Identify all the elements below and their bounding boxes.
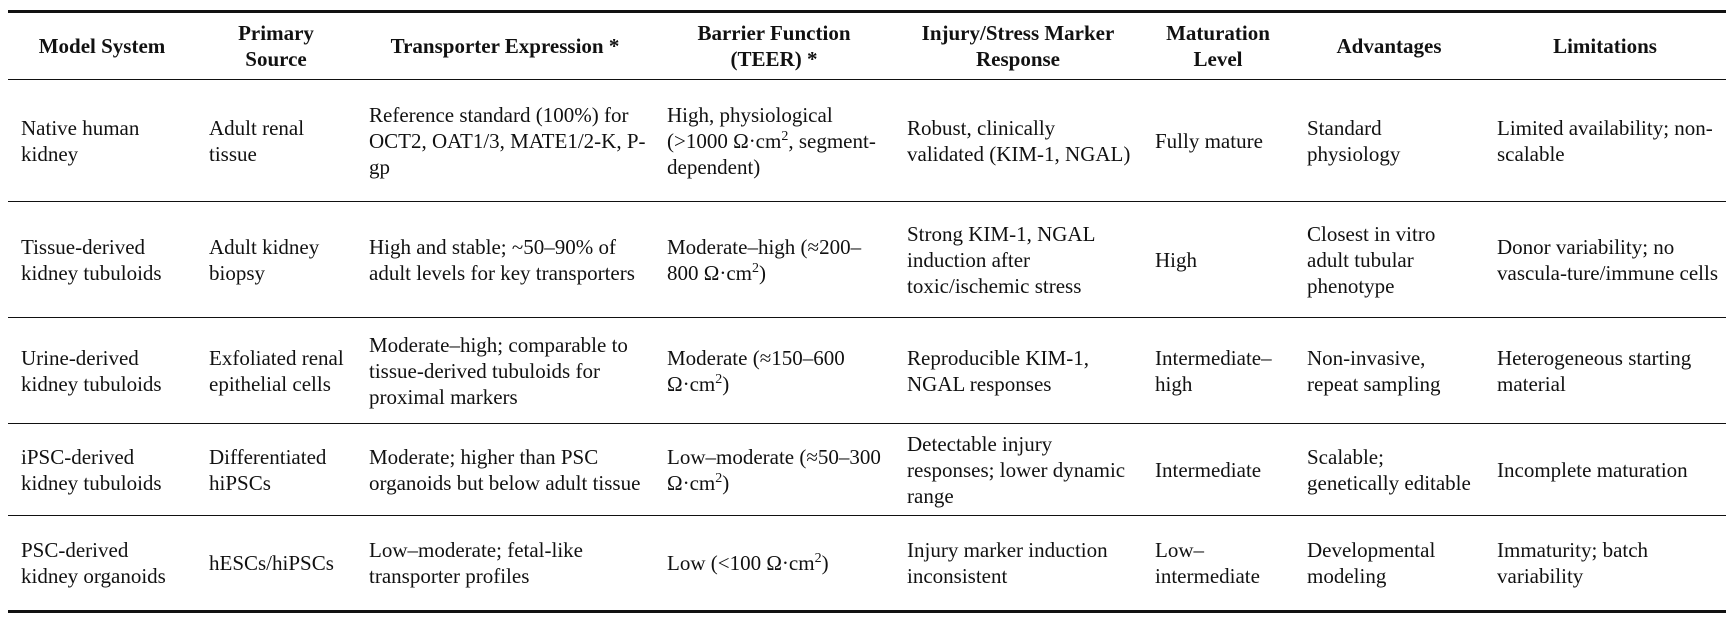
cell-injury: Robust, clinically validated (KIM-1, NGA… bbox=[894, 79, 1142, 202]
header-barrier-function: Barrier Function (TEER) * bbox=[654, 10, 894, 80]
barrier-superscript: 2 bbox=[752, 260, 760, 276]
cell-barrier: Low–moderate (≈50–300 Ω·cm2) bbox=[654, 423, 894, 516]
header-transporter-expression: Transporter Expression * bbox=[356, 10, 654, 80]
barrier-text-end: ) bbox=[821, 551, 829, 575]
table-row: Urine-derived kidney tubuloids Exfoliate… bbox=[8, 317, 1726, 424]
header-row: Model System Primary Source Transporter E… bbox=[8, 10, 1726, 80]
cell-advantages: Standard physiology bbox=[1294, 79, 1484, 202]
cell-model: Native human kidney bbox=[8, 79, 196, 202]
cell-model: Urine-derived kidney tubuloids bbox=[8, 317, 196, 424]
cell-maturation: High bbox=[1142, 201, 1294, 318]
table-header: Model System Primary Source Transporter E… bbox=[8, 10, 1726, 80]
cell-transporter: Moderate; higher than PSC organoids but … bbox=[356, 423, 654, 516]
cell-maturation: Fully mature bbox=[1142, 79, 1294, 202]
cell-limitations: Immaturity; batch variability bbox=[1484, 515, 1726, 613]
barrier-superscript: 2 bbox=[715, 470, 723, 486]
cell-transporter: Low–moderate; fetal-like transporter pro… bbox=[356, 515, 654, 613]
barrier-text: High, physiological (>1000 Ω·cm bbox=[667, 102, 833, 153]
header-injury-marker: Injury/Stress Marker Response bbox=[894, 10, 1142, 80]
cell-injury: Strong KIM-1, NGAL induction after toxic… bbox=[894, 201, 1142, 318]
cell-barrier: Low (<100 Ω·cm2) bbox=[654, 515, 894, 613]
header-primary-source: Primary Source bbox=[196, 10, 356, 80]
table-row: Native human kidney Adult renal tissue R… bbox=[8, 79, 1726, 202]
barrier-text: Low–moderate (≈50–300 Ω·cm bbox=[667, 444, 881, 495]
cell-injury: Injury marker induction inconsistent bbox=[894, 515, 1142, 613]
header-maturation-level: Maturation Level bbox=[1142, 10, 1294, 80]
table-row: Tissue-derived kidney tubuloids Adult ki… bbox=[8, 201, 1726, 318]
comparison-table: Model System Primary Source Transporter E… bbox=[8, 10, 1726, 613]
cell-advantages: Closest in vitro adult tubular phenotype bbox=[1294, 201, 1484, 318]
barrier-text-end: ) bbox=[759, 260, 767, 285]
barrier-superscript: 2 bbox=[715, 371, 723, 387]
cell-limitations: Limited availability; non-scalable bbox=[1484, 79, 1726, 202]
barrier-superscript: 2 bbox=[781, 128, 789, 144]
barrier-text: Moderate–high (≈200–800 Ω·cm bbox=[667, 234, 862, 285]
cell-transporter: Moderate–high; comparable to tissue-deri… bbox=[356, 317, 654, 424]
barrier-text: Moderate (≈150–600 Ω·cm bbox=[667, 345, 845, 396]
cell-source: Differentiated hiPSCs bbox=[196, 423, 356, 516]
cell-transporter: Reference standard (100%) for OCT2, OAT1… bbox=[356, 79, 654, 202]
cell-limitations: Donor variability; no vascula-ture/immun… bbox=[1484, 201, 1726, 318]
cell-maturation: Intermediate–high bbox=[1142, 317, 1294, 424]
cell-source: Adult renal tissue bbox=[196, 79, 356, 202]
barrier-text: Low (<100 Ω·cm bbox=[667, 551, 815, 575]
header-advantages: Advantages bbox=[1294, 10, 1484, 80]
cell-model: iPSC-derived kidney tubuloids bbox=[8, 423, 196, 516]
barrier-text-end: , segment-dependent) bbox=[667, 128, 876, 179]
barrier-text-end: ) bbox=[722, 371, 730, 396]
header-model-system: Model System bbox=[8, 10, 196, 80]
table-row: PSC-derived kidney organoids hESCs/hiPSC… bbox=[8, 515, 1726, 613]
barrier-text-end: ) bbox=[722, 470, 730, 495]
cell-barrier: High, physiological (>1000 Ω·cm2, segmen… bbox=[654, 79, 894, 202]
cell-limitations: Heterogeneous starting material bbox=[1484, 317, 1726, 424]
cell-maturation: Intermediate bbox=[1142, 423, 1294, 516]
cell-advantages: Developmental modeling bbox=[1294, 515, 1484, 613]
cell-barrier: Moderate (≈150–600 Ω·cm2) bbox=[654, 317, 894, 424]
table-body: Native human kidney Adult renal tissue R… bbox=[8, 79, 1726, 613]
cell-advantages: Scalable; genetically editable bbox=[1294, 423, 1484, 516]
cell-transporter: High and stable; ~50–90% of adult levels… bbox=[356, 201, 654, 318]
cell-limitations: Incomplete maturation bbox=[1484, 423, 1726, 516]
cell-source: Adult kidney biopsy bbox=[196, 201, 356, 318]
cell-advantages: Non-invasive, repeat sampling bbox=[1294, 317, 1484, 424]
cell-model: Tissue-derived kidney tubuloids bbox=[8, 201, 196, 318]
table-row: iPSC-derived kidney tubuloids Differenti… bbox=[8, 423, 1726, 516]
cell-barrier: Moderate–high (≈200–800 Ω·cm2) bbox=[654, 201, 894, 318]
cell-model: PSC-derived kidney organoids bbox=[8, 515, 196, 613]
cell-source: hESCs/hiPSCs bbox=[196, 515, 356, 613]
cell-injury: Reproducible KIM-1, NGAL responses bbox=[894, 317, 1142, 424]
header-limitations: Limitations bbox=[1484, 10, 1726, 80]
cell-source: Exfoliated renal epithelial cells bbox=[196, 317, 356, 424]
cell-injury: Detectable injury responses; lower dynam… bbox=[894, 423, 1142, 516]
cell-maturation: Low–intermediate bbox=[1142, 515, 1294, 613]
barrier-superscript: 2 bbox=[814, 551, 822, 566]
